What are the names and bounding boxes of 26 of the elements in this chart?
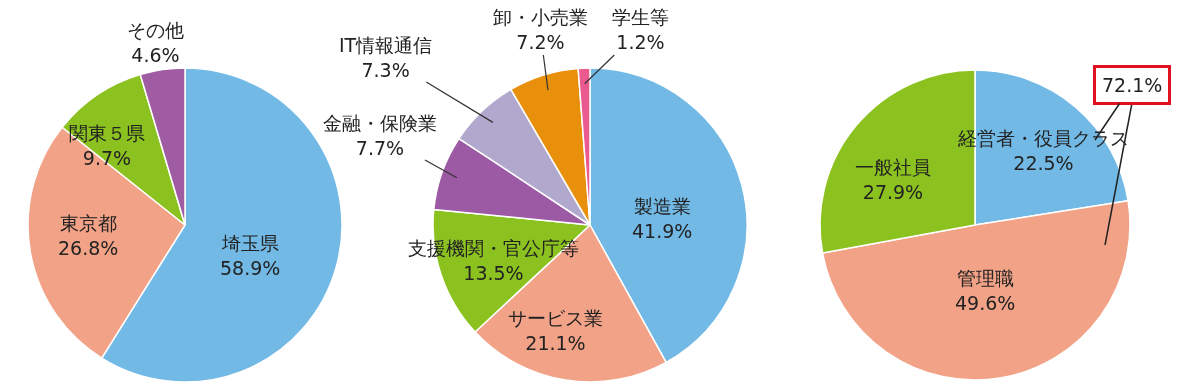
data-label: 1.2% xyxy=(616,30,665,53)
slice-label: 金融・保険業 xyxy=(323,112,437,134)
data-label: 22.5% xyxy=(1013,151,1074,174)
slice-label: 学生等 xyxy=(612,6,669,28)
data-label: 58.9% xyxy=(220,256,281,279)
slice-label: 埼玉県 xyxy=(220,232,279,254)
slice-label: 東京都 xyxy=(59,212,117,234)
data-label: 26.8% xyxy=(58,236,119,259)
data-label: 7.3% xyxy=(361,58,410,81)
slice-label: その他 xyxy=(127,19,184,41)
slice-label: サービス業 xyxy=(508,307,603,329)
slice-label: 関東５県 xyxy=(69,122,145,144)
slice-label: 一般社員 xyxy=(855,156,931,178)
data-label: 4.6% xyxy=(131,43,180,66)
data-label: 7.7% xyxy=(355,136,405,159)
data-label: 13.5% xyxy=(463,261,524,284)
slice-label: 製造業 xyxy=(633,195,691,217)
slice-label: 卸・小売業 xyxy=(493,6,588,28)
data-label: 41.9% xyxy=(632,219,693,242)
slice-label: 管理職 xyxy=(956,267,1014,289)
data-label: 21.1% xyxy=(525,331,586,354)
data-label: 27.9% xyxy=(862,180,924,203)
text: 72.1% xyxy=(1102,74,1163,96)
data-label: 7.2% xyxy=(516,30,565,53)
slice-label: IT情報通信 xyxy=(339,34,433,56)
data-label: 49.6% xyxy=(955,291,1016,314)
